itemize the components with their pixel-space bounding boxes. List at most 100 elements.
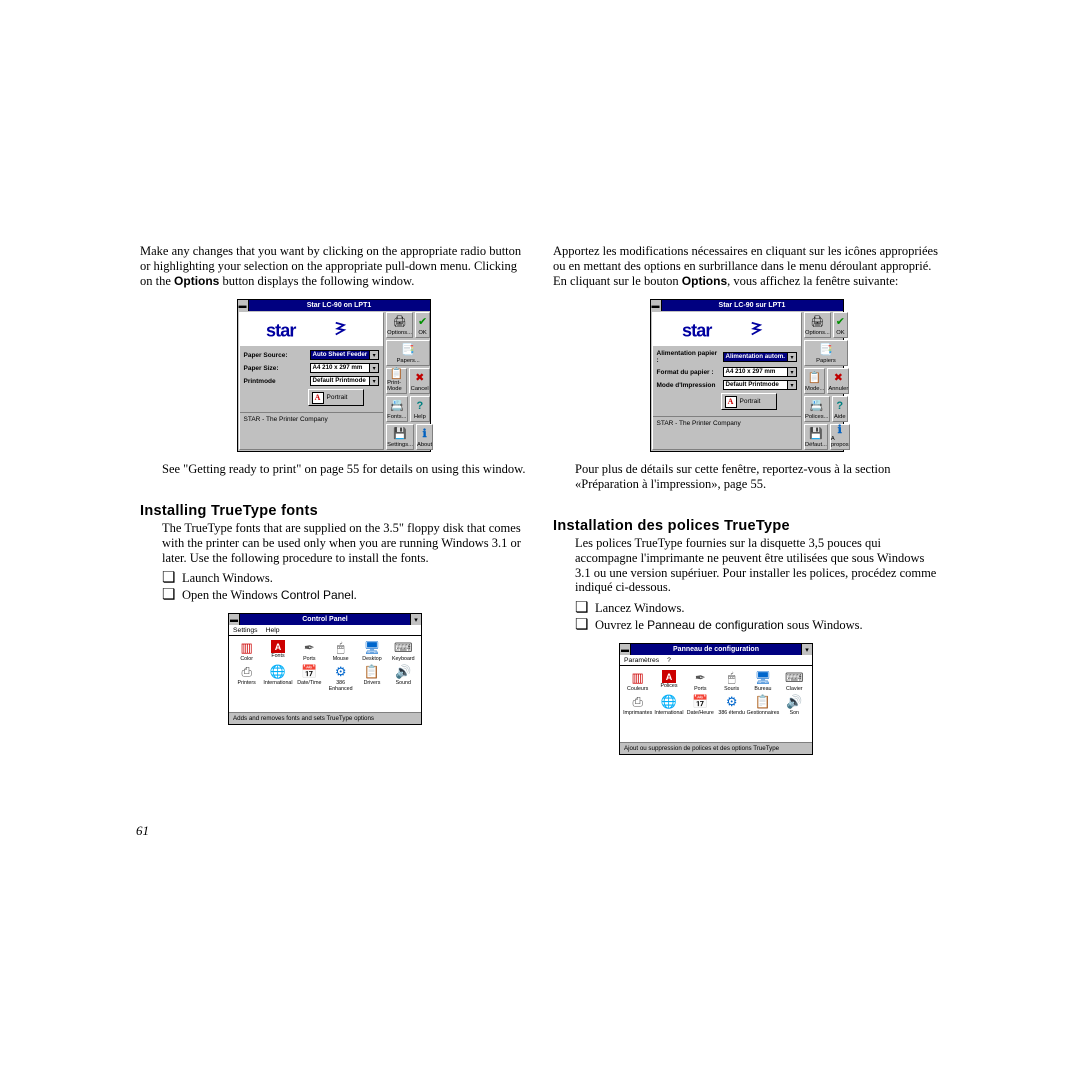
dialog-title: Star LC-90 sur LPT1 [662,302,843,309]
date-time-icon: 📅 [301,664,318,680]
papers-button[interactable]: 📑Papers... [386,340,430,366]
cp-icon-drivers[interactable]: 📋Drivers [356,664,387,692]
minimize-icon[interactable]: ▾ [410,614,421,625]
cp-icon-ports[interactable]: ✒Ports [294,640,325,662]
drivers-icon: 📋 [363,664,380,680]
combo-source[interactable]: Alimentation autom.▾ [723,352,797,362]
fonts-button[interactable]: 📇Polices... [804,396,830,422]
cp-icon-386-tendu[interactable]: ⚙386 étendu [716,694,747,716]
cp-icon-label: Date/Time [297,680,321,686]
mode-icon: 📋 [390,367,404,380]
company-footer: STAR - The Printer Company [653,416,801,430]
control-panel-term-fr: Panneau de configuration [647,618,784,632]
cp-icon-386-enhanced[interactable]: ⚙386 Enhanced [325,664,356,692]
sysmenu-icon[interactable]: ▬ [229,614,240,625]
cancel-button[interactable]: ✖Cancel [409,368,430,394]
help-button[interactable]: ?Help [410,396,431,422]
printer-dialog-fr: ▬ Star LC-90 sur LPT1 star Alimentation … [650,299,844,452]
svg-text:star: star [266,320,296,340]
portrait-button[interactable]: A Portrait [721,393,777,410]
settings-button[interactable]: 💾Settings... [386,424,414,450]
cp-icon-label: Date/Heure [687,710,714,716]
cp-icon-souris[interactable]: 🖱Souris [716,670,747,692]
about-button[interactable]: ℹAbout [416,424,433,450]
portrait-label: Portrait [740,398,761,405]
dropdown-icon[interactable]: ▾ [370,376,379,386]
cp-icon-gestionnaires[interactable]: 📋Gestionnaires [747,694,778,716]
souris-icon: 🖱 [723,670,740,686]
cp-icon-sound[interactable]: 🔊Sound [388,664,419,692]
cp-icon-mouse[interactable]: 🖱Mouse [325,640,356,662]
cp-icon-clavier[interactable]: ⌨Clavier [779,670,810,692]
fonts-icon: 📇 [390,397,404,414]
dropdown-icon[interactable]: ▾ [788,352,797,362]
minimize-icon[interactable]: ▾ [801,644,812,655]
cp-icon-couleurs[interactable]: ▥Couleurs [622,670,653,692]
about-button[interactable]: ℹA propos [830,424,850,450]
dropdown-icon[interactable]: ▾ [370,350,379,360]
cp-status: Ajout ou suppression de polices et des o… [620,742,812,754]
cp-icon-date-time[interactable]: 📅Date/Time [294,664,325,692]
heading-en: Installing TrueType fonts [140,503,527,519]
settings-button[interactable]: 💾Défaut... [804,424,828,450]
disk-icon: 💾 [809,425,823,442]
cp-icon-printers[interactable]: ⎙Printers [231,664,262,692]
dropdown-icon[interactable]: ▾ [788,367,797,377]
papers-button[interactable]: 📑Papiers [804,340,848,366]
combo-source[interactable]: Auto Sheet Feeder▾ [310,350,380,360]
sysmenu-icon[interactable]: ▬ [651,300,662,311]
label-size: Paper Size: [244,365,306,372]
portrait-button[interactable]: A Portrait [308,389,364,406]
gestionnaires-icon: 📋 [754,694,771,710]
combo-mode[interactable]: Default Printmode▾ [310,376,380,386]
cp-icon-date-heure[interactable]: 📅Date/Heure [685,694,716,716]
dropdown-icon[interactable]: ▾ [788,380,797,390]
bullet-item: ❏Open the Windows Control Panel. [162,588,527,603]
ports-icon: ✒ [692,670,709,686]
cp-icon-son[interactable]: 🔊Son [779,694,810,716]
cancel-button[interactable]: ✖Annuler [827,368,849,394]
cp-icon-fonts[interactable]: AFonts [262,640,293,662]
cp-title: Control Panel [240,616,410,623]
menu-settings[interactable]: Paramètres [624,657,659,664]
cp-icon-imprimantes[interactable]: ⎙Imprimantes [622,694,653,716]
portrait-label: Portrait [327,394,348,401]
printmode-button[interactable]: 📋Print-Mode [386,368,407,394]
printmode-button[interactable]: 📋Mode... [804,368,825,394]
cp-icon-label: Keyboard [392,656,415,662]
options-button[interactable]: 🖨Options... [386,312,413,338]
menu-help[interactable]: ? [667,657,671,664]
cp-icon-label: 386 Enhanced [325,680,356,692]
ok-button[interactable]: ✔OK [415,312,430,338]
label-source: Paper Source: [244,352,306,359]
cp-icon-bureau[interactable]: 🖥Bureau [747,670,778,692]
printers-icon: ⎙ [238,664,255,680]
cp-icon-keyboard[interactable]: ⌨Keyboard [388,640,419,662]
cp-icon-label: Ports [694,686,706,692]
cp-icon-ports[interactable]: ✒Ports [685,670,716,692]
help-button[interactable]: ?Aide [832,396,848,422]
ok-button[interactable]: ✔OK [833,312,848,338]
dialog-titlebar: ▬ Star LC-90 on LPT1 [238,300,430,311]
cp-icon-international[interactable]: 🌐International [262,664,293,692]
cp-icon-label: Mouse [333,656,349,662]
control-panel-fr: ▬Panneau de configuration▾ Paramètres? ▥… [619,643,813,755]
fonts-button[interactable]: 📇Fonts... [386,396,407,422]
cp-icon-desktop[interactable]: 🖥Desktop [356,640,387,662]
star-logo: star [653,313,801,346]
menu-settings[interactable]: Settings [233,627,258,634]
combo-size[interactable]: A4 210 x 297 mm▾ [310,363,380,373]
combo-mode[interactable]: Default Printmode▾ [723,380,797,390]
cp-icon-international[interactable]: 🌐International [653,694,684,716]
dialog-title: Star LC-90 on LPT1 [249,302,430,309]
menu-help[interactable]: Help [266,627,280,634]
mode-icon: 📋 [808,369,822,386]
options-button[interactable]: 🖨Options... [804,312,831,338]
sysmenu-icon[interactable]: ▬ [620,644,631,655]
cp-icon-color[interactable]: ▥Color [231,640,262,662]
cp-icon-polices[interactable]: APolices [653,670,684,692]
bullet-item: ❏Launch Windows. [162,571,527,586]
sysmenu-icon[interactable]: ▬ [238,300,249,311]
combo-size[interactable]: A4 210 x 297 mm▾ [723,367,797,377]
dropdown-icon[interactable]: ▾ [370,363,379,373]
